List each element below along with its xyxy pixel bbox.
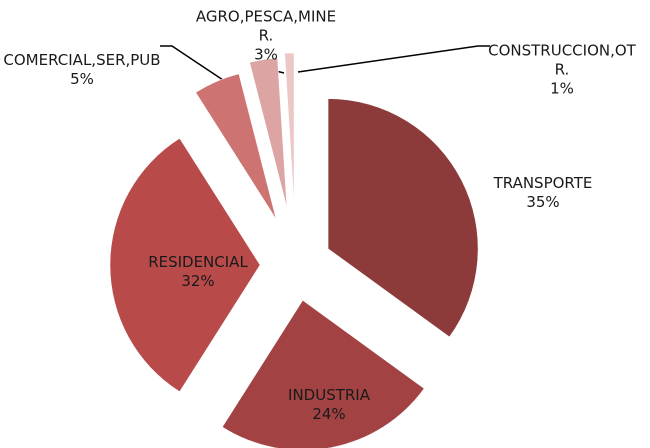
category-label: AGRO,PESCA,MINER. [195,7,337,45]
value-label: 3% [254,45,278,64]
pie-slice [222,300,425,448]
value-label: 32% [181,272,215,290]
leader-line [160,45,233,87]
pie-slice [284,52,295,204]
slice-label: TRANSPORTE 35% [473,174,613,212]
value-label: 24% [312,405,346,423]
category-label: TRANSPORTE [493,174,593,192]
leader-line [297,45,490,73]
pie-slice [249,57,288,208]
slice-label: AGRO,PESCA,MINER. 3% [191,8,341,65]
slice-label: CONSTRUCCION,OTR. 1% [482,42,642,99]
pie-slice [327,98,479,338]
value-label: 35% [526,193,560,211]
value-label: 1% [550,79,574,98]
category-label: COMERCIAL,SER,PUB [3,51,161,69]
slice-label: RESIDENCIAL 32% [128,253,268,291]
category-label: RESIDENCIAL [148,253,248,271]
pie-slice [109,138,261,392]
slice-label: INDUSTRIA 24% [259,386,399,424]
value-label: 5% [70,70,94,88]
pie-slice [195,73,277,220]
slice-label: COMERCIAL,SER,PUB 5% [2,51,162,89]
category-label: CONSTRUCCION,OTR. [488,41,636,79]
category-label: INDUSTRIA [288,386,370,404]
